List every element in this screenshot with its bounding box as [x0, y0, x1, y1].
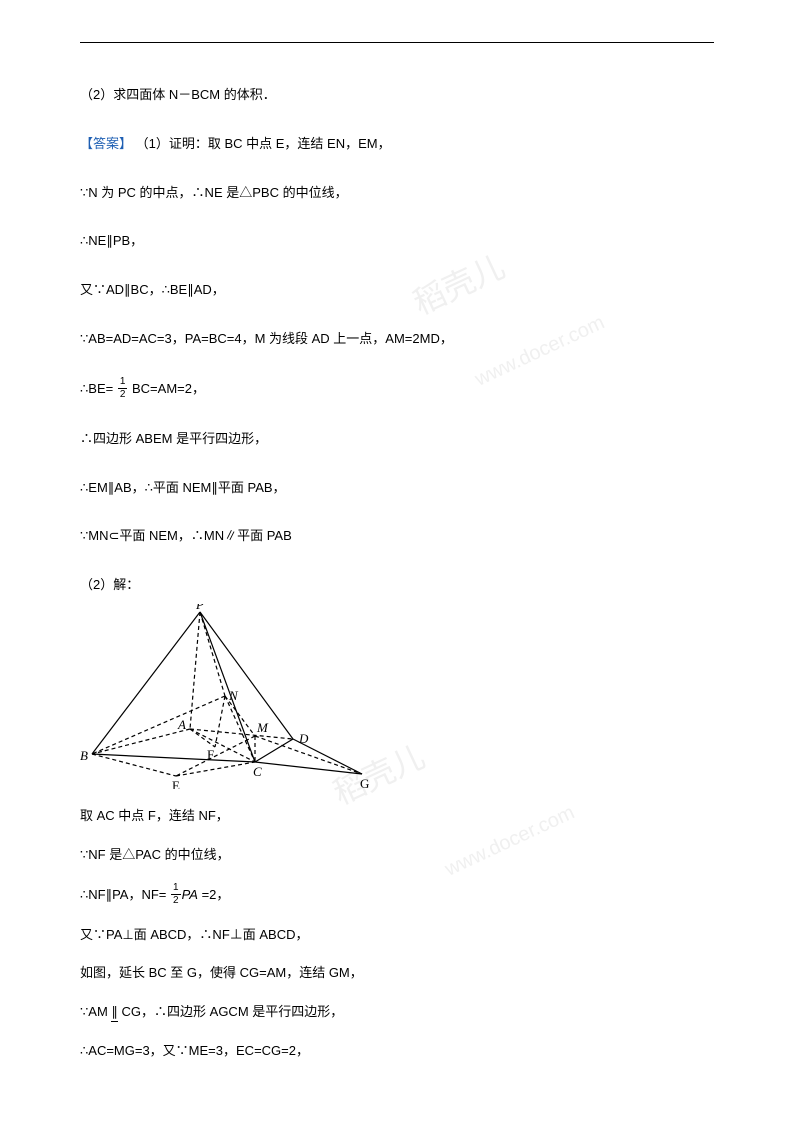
- solution-line: ∵NF 是△PAC 的中位线，: [80, 845, 714, 866]
- fraction-denominator: 2: [118, 389, 128, 400]
- text-part: ∵AM: [80, 1004, 108, 1019]
- proof-line: ∵MN⊂平面 NEM，∴MN∥平面 PAB: [80, 526, 714, 547]
- svg-text:C: C: [253, 764, 262, 779]
- proof-line: ∴四边形 ABEM 是平行四边形，: [80, 429, 714, 450]
- svg-text:A: A: [177, 717, 186, 732]
- geometry-diagram: P B C D A E G F M N: [80, 604, 714, 794]
- svg-text:G: G: [360, 776, 369, 789]
- solution-line: ∴AC=MG=3，又∵ME=3，EC=CG=2，: [80, 1041, 714, 1062]
- proof-line-fraction: ∴BE= 12 BC=AM=2，: [80, 378, 714, 401]
- diagram-svg: P B C D A E G F M N: [80, 604, 370, 789]
- proof-line: ∵N 为 PC 的中点，∴NE 是△PBC 的中位线，: [80, 183, 714, 204]
- fraction-denominator: 2: [171, 895, 181, 906]
- svg-text:F: F: [207, 747, 214, 762]
- svg-text:N: N: [228, 688, 239, 703]
- svg-text:B: B: [80, 748, 88, 763]
- content-area: （2）求四面体 N－BCM 的体积． 【答案】 （1）证明：取 BC 中点 E，…: [80, 85, 714, 1080]
- svg-text:E: E: [172, 778, 180, 789]
- solution-line: 又∵PA⊥面 ABCD，∴NF⊥面 ABCD，: [80, 925, 714, 946]
- fraction: 12: [118, 377, 128, 400]
- answer-line: 【答案】 （1）证明：取 BC 中点 E，连结 EN，EM，: [80, 134, 714, 155]
- proof-line: ∴EM∥AB，∴平面 NEM∥平面 PAB，: [80, 478, 714, 499]
- fraction-numerator: 1: [171, 883, 181, 895]
- solution-line-fraction: ∴NF∥PA，NF= 12PA =2，: [80, 884, 714, 907]
- question-part-2: （2）求四面体 N－BCM 的体积．: [80, 85, 714, 106]
- parallel-equal-symbol: ∥: [111, 1002, 118, 1023]
- proof-line: 又∵AD∥BC，∴BE∥AD，: [80, 280, 714, 301]
- svg-text:P: P: [195, 604, 204, 612]
- text-part: BC=AM=2，: [128, 381, 205, 396]
- solution-line: ∵AM ∥ CG，∴四边形 AGCM 是平行四边形，: [80, 1002, 714, 1023]
- answer-text: （1）证明：取 BC 中点 E，连结 EN，EM，: [132, 136, 391, 151]
- top-rule: [80, 42, 714, 43]
- answer-label: 【答案】: [80, 136, 132, 151]
- text-part: ∴BE=: [80, 381, 117, 396]
- text-part: =2，: [198, 887, 229, 902]
- proof-line: ∴NE∥PB，: [80, 231, 714, 252]
- solution-line: 如图，延长 BC 至 G，使得 CG=AM，连结 GM，: [80, 963, 714, 984]
- svg-text:D: D: [298, 731, 309, 746]
- fraction-numerator: 1: [118, 377, 128, 389]
- text-part: ∴NF∥PA，NF=: [80, 887, 170, 902]
- fraction: 12: [171, 883, 181, 906]
- solution-part-2-label: （2）解：: [80, 575, 714, 596]
- text-part: CG，∴四边形 AGCM 是平行四边形，: [122, 1004, 344, 1019]
- svg-text:M: M: [256, 720, 269, 735]
- proof-line: ∵AB=AD=AC=3，PA=BC=4，M 为线段 AD 上一点，AM=2MD，: [80, 329, 714, 350]
- solution-line: 取 AC 中点 F，连结 NF，: [80, 806, 714, 827]
- text-italic: PA: [182, 887, 198, 902]
